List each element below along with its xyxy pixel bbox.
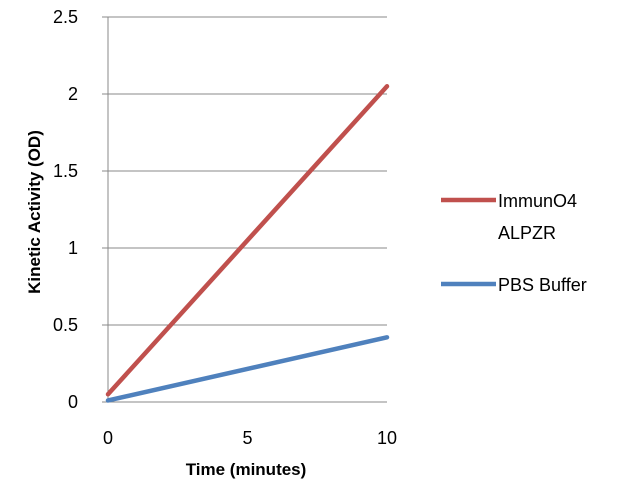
x-axis-ticks: 0 5 10: [103, 428, 397, 448]
y-axis-ticks: 0 0.5 1 1.5 2 2.5: [53, 7, 108, 412]
y-tick-label: 0.5: [53, 315, 78, 335]
y-tick-label: 1.5: [53, 161, 78, 181]
legend-label: PBS Buffer: [498, 275, 587, 295]
legend-label: ImmunO4: [498, 191, 577, 211]
y-tick-label: 2: [68, 84, 78, 104]
x-tick-label: 5: [242, 428, 252, 448]
gridlines: [108, 16, 387, 403]
series-lines: [105, 84, 390, 403]
x-tick-label: 10: [377, 428, 397, 448]
y-axis-title: Kinetic Activity (OD): [25, 130, 44, 294]
legend: ImmunO4 ALPZR PBS Buffer: [441, 191, 587, 295]
series-line-1: [105, 84, 390, 397]
x-tick-label: 0: [103, 428, 113, 448]
y-tick-label: 1: [68, 238, 78, 258]
x-axis-title: Time (minutes): [186, 460, 307, 479]
y-tick-label: 0: [68, 392, 78, 412]
y-tick-label: 2.5: [53, 7, 78, 27]
legend-label: ALPZR: [498, 223, 556, 243]
series-line-2: [105, 335, 390, 403]
